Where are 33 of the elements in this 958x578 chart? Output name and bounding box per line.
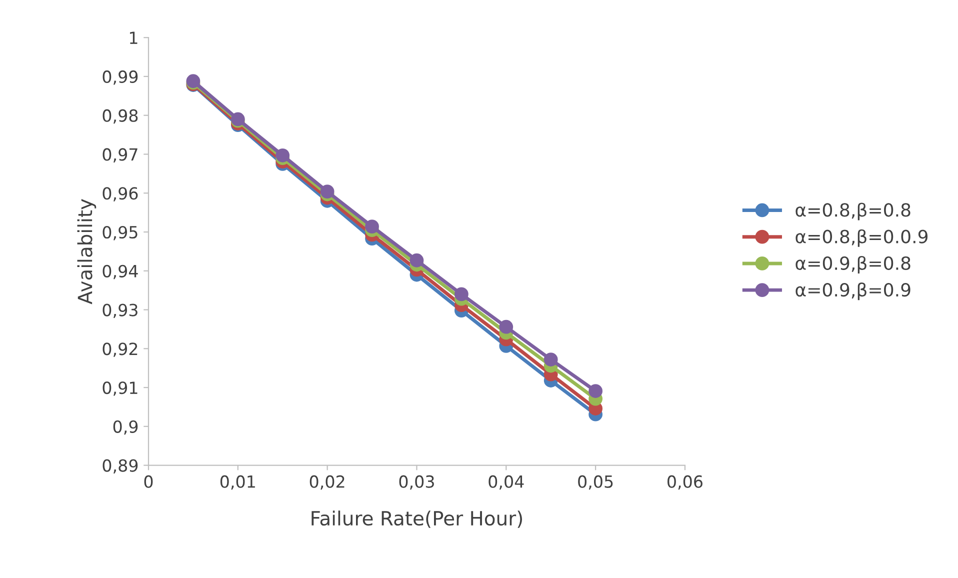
- point: [320, 184, 334, 198]
- x-tick-label: 0,04: [488, 475, 524, 490]
- y-tick-label: 0,92: [102, 342, 138, 357]
- x-tick-label: 0,06: [668, 475, 702, 490]
- x-axis-title: Failure Rate(Per Hour): [312, 510, 522, 528]
- y-tick-label: 0,98: [102, 109, 138, 124]
- x-tick-label: 0,02: [310, 475, 344, 490]
- y-tick-label: 0,96: [102, 187, 138, 202]
- y-tick-label: 0,99: [102, 70, 138, 85]
- y-tick-label: 0,91: [102, 381, 138, 396]
- y-axis-title: Availability: [77, 199, 96, 304]
- point: [588, 384, 602, 398]
- y-tick-label: 0,94: [102, 264, 138, 280]
- legend-label: α=0.8,β=0.0.9: [796, 229, 928, 247]
- y-tick-label: 0,95: [102, 226, 138, 240]
- x-tick-label: 0: [144, 475, 153, 488]
- legend-label: α=0.8,β=0.8: [796, 202, 910, 220]
- point: [499, 320, 514, 334]
- y-tick-label: 0,93: [102, 304, 138, 318]
- x-tick-label: 0,01: [220, 475, 255, 490]
- point: [365, 220, 379, 234]
- x-tick-label: 0,03: [399, 475, 434, 490]
- y-tick-label: 0,9: [113, 420, 138, 435]
- legend-label: α=0.9,β=0.9: [796, 282, 910, 300]
- y-tick-label: 1: [130, 32, 138, 44]
- x-tick-label: 0,05: [578, 475, 613, 490]
- legend-label: α=0.9,β=0.8: [796, 256, 910, 274]
- y-tick-label: 0,97: [102, 148, 138, 162]
- y-tick-label: 0,89: [102, 459, 138, 474]
- point: [454, 287, 468, 302]
- point: [410, 253, 424, 268]
- point: [544, 352, 558, 366]
- point: [276, 148, 290, 162]
